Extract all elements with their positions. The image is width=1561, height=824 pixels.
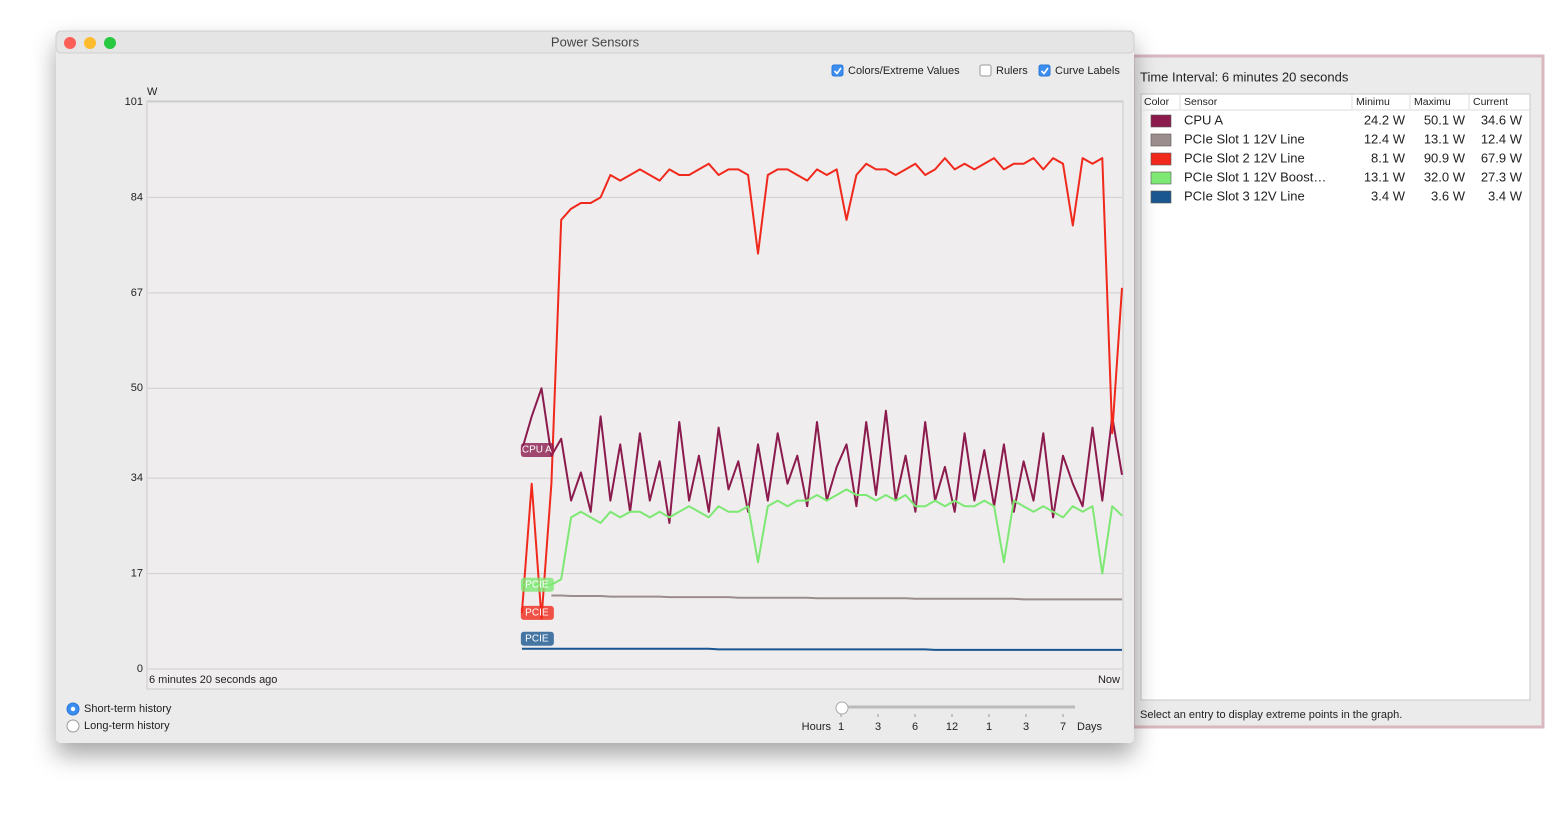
color-swatch — [1150, 190, 1172, 204]
color-swatch — [1150, 114, 1172, 128]
checkbox[interactable] — [831, 64, 844, 77]
panel-footer: Select an entry to display extreme point… — [1140, 709, 1402, 721]
sensor-value: 32.0 W — [1424, 169, 1466, 184]
y-tick-label: 50 — [131, 382, 143, 394]
slider-tick-label: 3 — [1023, 721, 1029, 733]
checkbox[interactable] — [979, 64, 992, 77]
option-label: Rulers — [996, 65, 1028, 77]
check-mark — [833, 67, 842, 75]
sensor-value: 3.4 W — [1371, 188, 1406, 203]
sensor-value: 90.9 W — [1424, 150, 1466, 165]
curve-label-bg — [520, 605, 554, 620]
checkbox[interactable] — [1038, 64, 1051, 77]
plot-area — [146, 100, 1124, 690]
curve-label-bg — [520, 577, 554, 592]
slider-tick-label: 3 — [875, 721, 881, 733]
curve-label: CPU A — [522, 445, 552, 456]
sensor-name[interactable]: PCIe Slot 2 12V Line — [1184, 150, 1305, 165]
close-button[interactable] — [64, 37, 76, 49]
series-line — [551, 594, 1122, 601]
column-header: Color — [1144, 96, 1170, 108]
column-header: Sensor — [1184, 96, 1218, 108]
series-line — [520, 387, 1123, 524]
zoom-button[interactable] — [104, 37, 116, 49]
slider-right: Days — [1077, 721, 1103, 733]
radio-dot — [70, 706, 76, 712]
series-line — [521, 488, 1123, 586]
y-unit: W — [147, 86, 158, 98]
radio-label: Short-term history — [84, 703, 172, 715]
option-label: Curve Labels — [1055, 65, 1120, 77]
sensor-value: 13.1 W — [1424, 131, 1466, 146]
sensor-value: 50.1 W — [1424, 112, 1466, 127]
window-title: Power Sensors — [551, 34, 640, 49]
column-header: Maximu — [1414, 96, 1451, 108]
sensor-value: 13.1 W — [1364, 169, 1406, 184]
color-swatch — [1150, 171, 1172, 185]
column-header: Minimu — [1356, 96, 1390, 108]
y-tick-label: 0 — [137, 663, 143, 675]
sensor-value: 12.4 W — [1364, 131, 1406, 146]
sensor-value: 34.6 W — [1481, 112, 1523, 127]
check-mark — [1040, 67, 1049, 75]
minimize-button[interactable] — [84, 37, 96, 49]
y-tick-label: 67 — [131, 287, 143, 299]
series-line — [521, 647, 1122, 651]
sensor-value: 8.1 W — [1371, 150, 1406, 165]
slider-tick-label: 7 — [1060, 721, 1066, 733]
column-header: Current — [1473, 96, 1508, 108]
sensor-value: 12.4 W — [1481, 131, 1523, 146]
sensor-name[interactable]: PCIe Slot 1 12V Line — [1184, 131, 1305, 146]
radio-label: Long-term history — [84, 720, 170, 732]
y-tick-label: 84 — [131, 191, 143, 203]
sensor-value: 3.4 W — [1488, 188, 1523, 203]
radio[interactable] — [66, 719, 80, 733]
title-bar — [55, 30, 1135, 54]
slider-tick-label: 12 — [946, 721, 958, 733]
curve-label: PCIE — [525, 579, 549, 590]
color-swatch — [1150, 152, 1172, 166]
x-start-label: 6 minutes 20 seconds ago — [149, 674, 277, 686]
sensor-table — [1140, 93, 1531, 701]
option-label: Colors/Extreme Values — [848, 65, 960, 77]
curve-label-bg — [520, 443, 554, 458]
curve-label: PCIE — [525, 608, 549, 619]
y-tick-label: 17 — [131, 567, 143, 579]
sensor-name[interactable]: PCIe Slot 1 12V Boost… — [1184, 169, 1326, 184]
x-end-label: Now — [1098, 674, 1120, 686]
sensor-value: 67.9 W — [1481, 150, 1523, 165]
y-tick-label: 34 — [131, 472, 143, 484]
sensor-value: 27.3 W — [1481, 169, 1523, 184]
sensor-value: 3.6 W — [1431, 188, 1466, 203]
y-tick-label: 101 — [125, 96, 143, 108]
slider-tick-label: 6 — [912, 721, 918, 733]
slider-tick-label: 1 — [986, 721, 992, 733]
interval: Time Interval: 6 minutes 20 seconds — [1140, 69, 1349, 84]
series-line — [520, 157, 1123, 620]
slider-tick-label: 1 — [838, 721, 844, 733]
sensor-name[interactable]: CPU A — [1184, 112, 1223, 127]
curve-label: PCIE — [525, 633, 549, 644]
sensor-name[interactable]: PCIe Slot 3 12V Line — [1184, 188, 1305, 203]
slider-left: Hours — [802, 721, 832, 733]
color-swatch — [1150, 133, 1172, 147]
sensor-value: 24.2 W — [1364, 112, 1406, 127]
slider-knob[interactable] — [835, 701, 849, 715]
curve-label-bg — [520, 631, 554, 646]
